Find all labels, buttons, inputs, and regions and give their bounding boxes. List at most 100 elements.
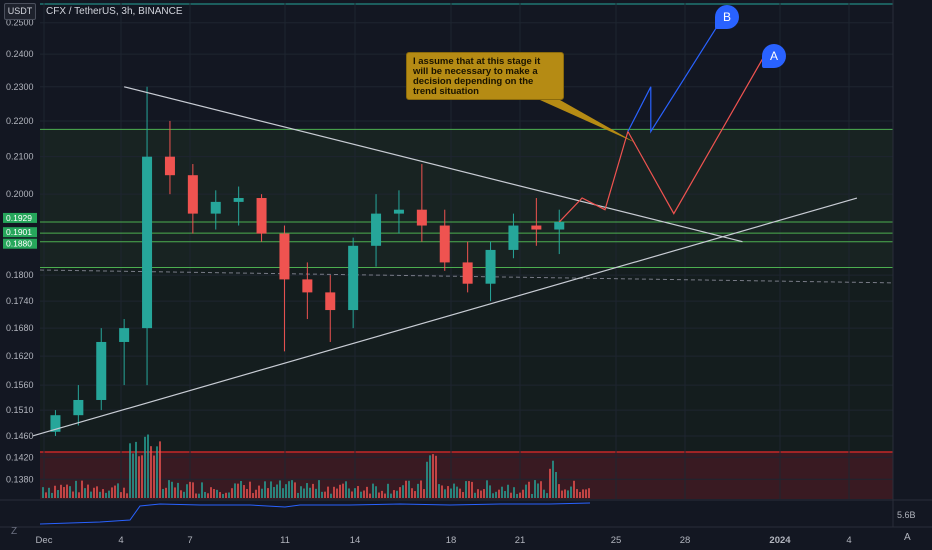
volume-bar [360, 491, 362, 498]
volume-bar [117, 483, 119, 498]
volume-bar [120, 492, 122, 498]
x-tick-label: 4 [118, 535, 123, 546]
volume-bar [378, 492, 380, 498]
volume-bar [315, 488, 317, 498]
volume-bar [234, 483, 236, 498]
volume-bar [165, 487, 167, 498]
volume-bar [453, 483, 455, 498]
volume-bar [513, 487, 515, 498]
candle-body [96, 341, 107, 400]
volume-bar [501, 486, 503, 498]
volume-bar [396, 490, 398, 498]
volume-bar [588, 488, 590, 498]
volume-bar [546, 493, 548, 498]
volume-bar [576, 489, 578, 498]
projection-path-a [558, 53, 766, 223]
volume-bar [492, 493, 494, 498]
volume-bar [285, 484, 287, 498]
volume-bar [147, 434, 149, 498]
volume-bar [84, 488, 86, 498]
volume-bar [540, 481, 542, 498]
currency-badge[interactable]: USDT [4, 3, 36, 20]
marker-b-label: B [715, 5, 739, 29]
volume-bar [201, 482, 203, 498]
volume-bar [123, 487, 125, 498]
volume-bar [264, 481, 266, 498]
y-tick-label: 0.1560 [6, 380, 34, 390]
volume-bar [231, 488, 233, 498]
trendline-upper [124, 86, 743, 243]
volume-bar [159, 441, 161, 498]
volume-bar [354, 488, 356, 498]
volume-bar [444, 489, 446, 498]
volume-bar [339, 484, 341, 498]
volume-bar [348, 488, 350, 498]
candle-body [508, 225, 519, 250]
y-tick-label: 0.1800 [6, 270, 34, 280]
volume-bar [192, 482, 194, 498]
x-tick-label: 25 [611, 535, 622, 546]
zoom-button[interactable]: Z [11, 526, 18, 537]
volume-bar [519, 492, 521, 498]
candle-body [256, 198, 267, 234]
volume-bar [399, 487, 401, 498]
volume-bar [465, 481, 467, 498]
volume-bar [420, 480, 422, 498]
volume-bar [150, 446, 152, 498]
volume-bar [450, 488, 452, 498]
projection-path-b [627, 22, 721, 134]
volume-bar [411, 488, 413, 498]
volume-bar [261, 488, 263, 498]
volume-bar [456, 486, 458, 498]
volume-bar [99, 491, 101, 498]
candle-body [485, 249, 496, 284]
auto-scale-button[interactable]: A [904, 532, 911, 543]
volume-bar [141, 455, 143, 498]
volume-bar [441, 485, 443, 498]
volume-bar [342, 483, 344, 498]
candle-body [187, 175, 198, 214]
volume-bar [135, 441, 137, 498]
volume-bar [585, 489, 587, 498]
volume-bar [516, 493, 518, 498]
volume-bar [555, 471, 557, 498]
volume-bar [114, 485, 116, 498]
volume-bar [468, 481, 470, 498]
volume-bar [129, 443, 131, 498]
volume-bar [507, 484, 509, 498]
x-tick-label: 14 [350, 535, 361, 546]
volume-bar [579, 491, 581, 498]
y-tick-label: 0.1510 [6, 405, 34, 415]
volume-bar [435, 455, 437, 498]
volume-bar [270, 481, 272, 498]
volume-bar [108, 490, 110, 498]
volume-bar [369, 493, 371, 498]
volume-bar [330, 493, 332, 498]
volume-bar [90, 491, 92, 498]
volume-bar [267, 488, 269, 498]
volume-bar [561, 490, 563, 498]
volume-bar [573, 480, 575, 498]
volume-bar [195, 493, 197, 498]
volume-bar [387, 483, 389, 498]
y-tick-label: 0.1380 [6, 474, 34, 484]
volume-bar [498, 489, 500, 498]
price-badge [3, 238, 37, 249]
y-tick-label: 0.1420 [6, 452, 34, 462]
volume-bar [336, 488, 338, 498]
volume-bar [345, 481, 347, 498]
volume-bar [60, 484, 62, 498]
volume-bar [225, 492, 227, 498]
volume-bar [258, 485, 260, 498]
volume-bar [531, 493, 533, 498]
lower-zone [40, 267, 893, 452]
volume-bar [69, 486, 71, 498]
volume-bar [480, 490, 482, 498]
volume-bar [210, 487, 212, 498]
volume-bar [78, 492, 80, 498]
volume-bar [372, 483, 374, 498]
volume-bar [102, 489, 104, 498]
volume-bar [171, 481, 173, 498]
volume-bar [297, 492, 299, 498]
volume-bar [54, 485, 56, 498]
